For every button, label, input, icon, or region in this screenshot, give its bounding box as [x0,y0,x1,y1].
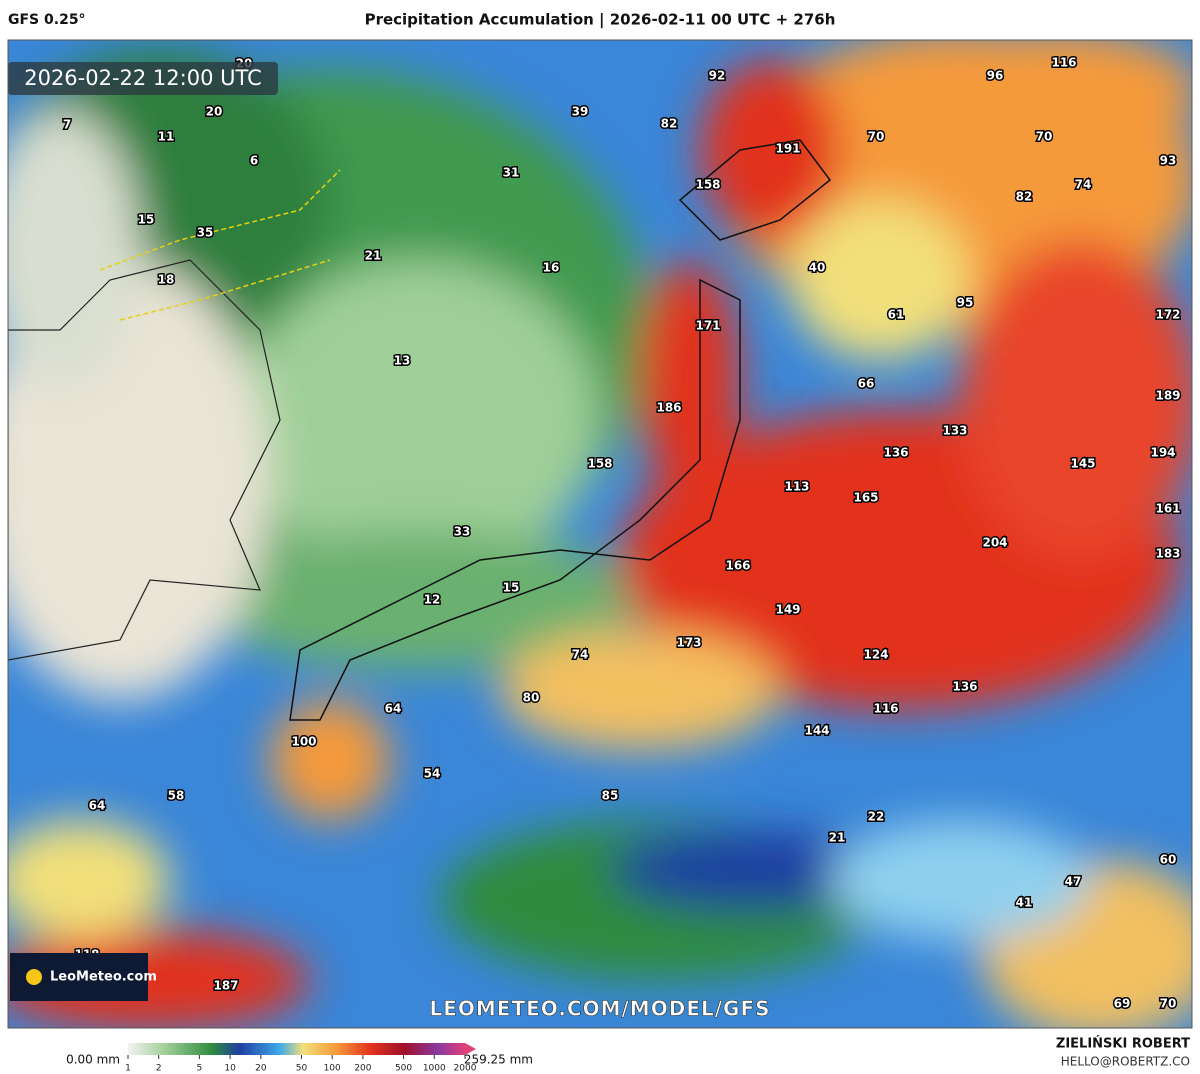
precip-label: 136 [952,680,977,694]
precip-label: 82 [661,117,678,131]
colorbar-tick-label: 2000 [454,1064,477,1074]
precip-label: 74 [1075,178,1092,192]
precip-label: 171 [695,319,720,333]
precip-label: 158 [695,178,720,192]
colorbar-tick-label: 500 [395,1064,412,1074]
precip-label: 80 [523,691,540,705]
colorbar-tick-label: 1000 [423,1064,446,1074]
precip-label: 58 [168,789,185,803]
precip-label: 161 [1155,502,1180,516]
precip-label: 186 [656,401,681,415]
precip-label: 21 [365,249,382,263]
precip-label: 13 [394,354,411,368]
precip-label: 60 [1160,853,1177,867]
precip-label: 64 [89,799,106,813]
time-box [8,62,278,95]
title: Precipitation Accumulation | 2026-02-11 … [365,11,836,30]
precip-label: 18 [158,273,175,287]
precip-label: 172 [1155,308,1180,322]
precip-label: 33 [454,525,471,539]
precip-label: 47 [1065,875,1082,889]
precip-label: 66 [858,377,875,391]
precip-label: 31 [503,166,520,180]
map-frame [7,39,1193,1029]
author: ZIELIŃSKI ROBERT [1056,1036,1190,1052]
precip-label: 64 [385,702,402,716]
colorbar-tick-label: 2 [156,1064,162,1074]
precip-label: 40 [809,261,826,275]
precip-label: 144 [804,724,829,738]
precip-label: 41 [1016,896,1033,910]
precip-label: 93 [1160,154,1177,168]
precip-label: 173 [676,636,701,650]
colorbar-tick-label: 5 [196,1064,202,1074]
precip-label: 12 [424,593,441,607]
precip-label: 22 [868,810,885,824]
precip-label: 70 [868,130,885,144]
colorbar-max: 259.25 mm [464,1053,533,1067]
precip-label: 16 [543,261,560,275]
precip-label: 74 [572,648,589,662]
colorbar-tick-label: 100 [324,1064,341,1074]
precip-label: 189 [1155,389,1180,403]
precip-label: 96 [987,69,1004,83]
precip-label: 6 [250,154,258,168]
email: HELLO@ROBERTZ.CO [1061,1055,1190,1069]
colorbar-min: 0.00 mm [66,1053,120,1067]
precip-label: 7 [63,118,71,132]
precip-field [8,40,1192,1028]
precip-label: 145 [1070,457,1095,471]
map-labels: 2071120639829296116707019193311587482153… [61,54,1182,1012]
precip-label: 54 [424,767,441,781]
colorbar-tick-label: 20 [255,1064,267,1074]
precip-label: 187 [213,979,238,993]
precip-label: 70 [1160,997,1177,1011]
precip-label: 21 [829,831,846,845]
precip-label: 70 [1036,130,1053,144]
precip-label: 113 [784,480,809,494]
precip-label: 69 [1114,997,1131,1011]
precip-label: 20 [206,105,223,119]
precip-label: 92 [709,69,726,83]
precip-label: 166 [725,559,750,573]
precip-label: 183 [1155,547,1180,561]
precip-label: 149 [775,603,800,617]
precip-label: 194 [1150,446,1175,460]
precip-label: 15 [138,213,155,227]
precip-label: 82 [1016,190,1033,204]
colorbar-arrow [465,1043,476,1055]
colorbar-tick-label: 1 [125,1064,131,1074]
watermark: LEOMETEO.COM/MODEL/GFS [429,997,770,1021]
precip-label: 116 [873,702,898,716]
precip-label: 136 [883,446,908,460]
logo: LeoMeteo.com [50,970,157,985]
logo-sun [26,969,42,985]
precip-label: 158 [587,457,612,471]
precip-label: 133 [942,424,967,438]
colorbar-tick-label: 10 [224,1064,236,1074]
precip-label: 191 [775,142,800,156]
colorbar [128,1043,465,1055]
precip-label: 204 [982,536,1007,550]
precip-label: 124 [863,648,888,662]
precip-label: 35 [197,226,214,240]
precip-label: 39 [572,105,589,119]
precip-label: 11 [158,130,175,144]
colorbar-tick-label: 50 [296,1064,308,1074]
model-name: GFS 0.25° [8,12,86,28]
precip-label: 116 [1051,56,1076,70]
precip-label: 61 [888,308,905,322]
precip-label: 100 [291,735,316,749]
valid-time: 2026-02-22 12:00 UTC [24,66,262,90]
precip-label: 165 [853,491,878,505]
precip-label: 15 [503,581,520,595]
precip-label: 95 [957,296,974,310]
precip-label: 85 [602,789,619,803]
colorbar-tick-label: 200 [354,1064,371,1074]
